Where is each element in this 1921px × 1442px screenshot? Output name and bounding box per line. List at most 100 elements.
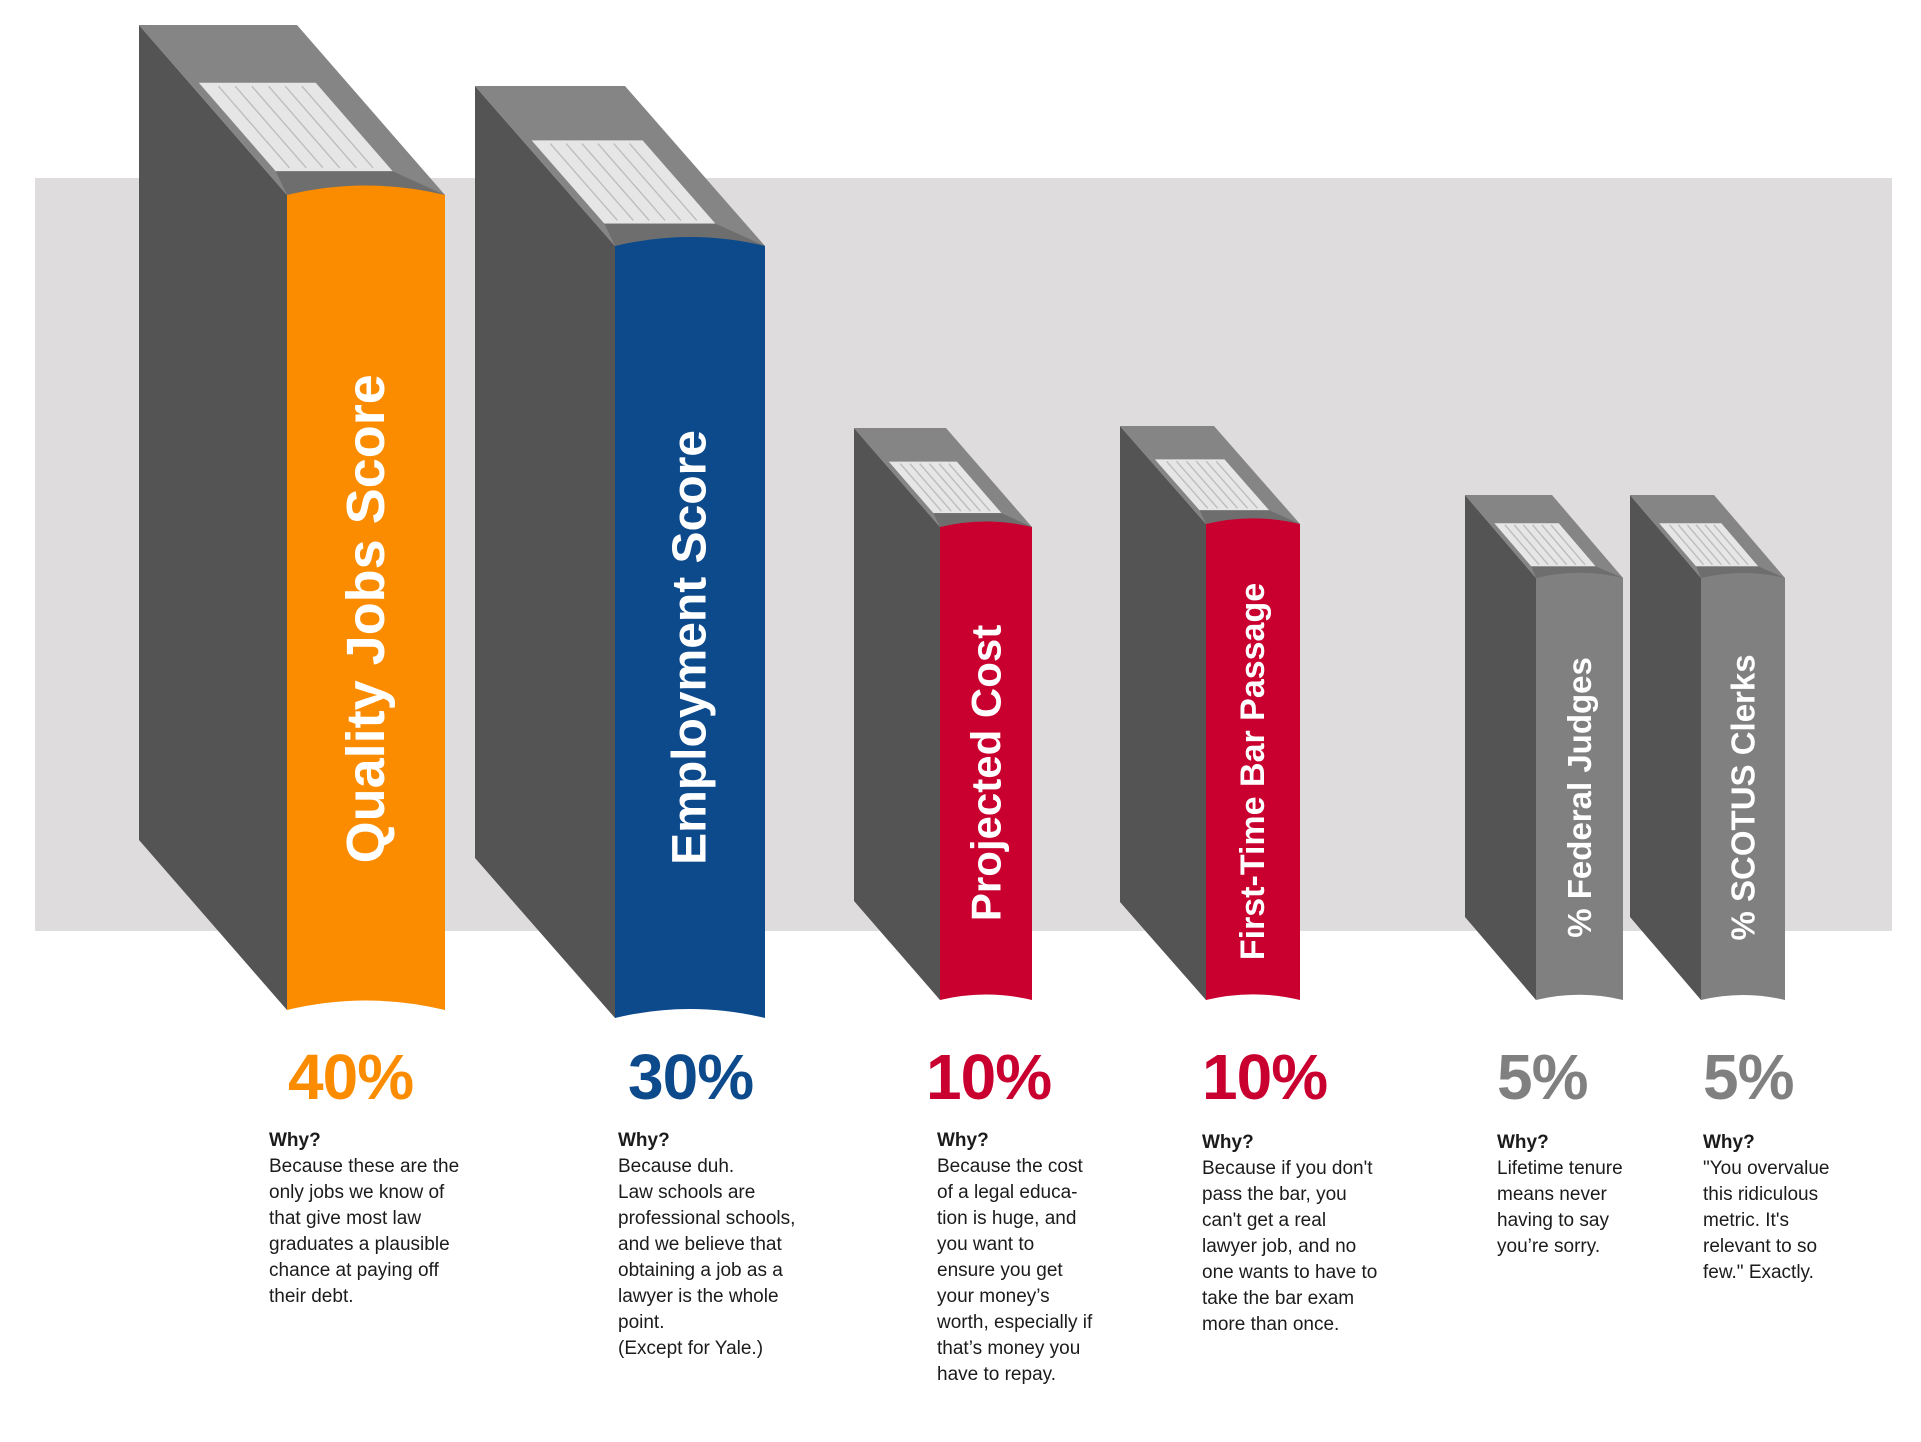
book-page-line <box>1713 524 1749 566</box>
book-page-line <box>234 85 307 169</box>
why-text-line: take the bar exam <box>1202 1288 1355 1309</box>
book-4: First-Time Bar Passage <box>1120 426 1300 1000</box>
why-block: Why? Because these are the only jobs we kn… <box>269 1128 459 1310</box>
book-page-line <box>597 143 666 221</box>
book-page-line <box>1668 524 1705 566</box>
why-text-line: few." Exactly. <box>1703 1262 1814 1283</box>
book-cover-face <box>854 428 940 1000</box>
book-page-line <box>549 143 618 221</box>
why-text-line: obtaining a job as a <box>618 1260 783 1281</box>
book-page-line <box>613 143 682 221</box>
why-block: Why? Because the cost of a legal educa-tio… <box>937 1128 1092 1388</box>
why-text-line: Because if you don't <box>1202 1158 1373 1179</box>
why-text-line: (Except for Yale.) <box>618 1338 764 1359</box>
why-text-line: you’re sorry. <box>1497 1236 1601 1257</box>
book-page-line <box>1686 524 1722 566</box>
spine-label: % Federal Judges <box>1561 657 1598 938</box>
why-text-line: you want to <box>937 1234 1035 1255</box>
why-text-line: have to repay. <box>937 1364 1057 1385</box>
book-6: % SCOTUS Clerks <box>1630 495 1785 1000</box>
spine-label: Quality Jobs Score <box>336 374 396 863</box>
why-text-line: your money’s <box>937 1286 1050 1307</box>
book-page-line <box>581 143 650 221</box>
book-page-line <box>251 85 324 169</box>
book-page-line <box>928 463 972 512</box>
book-pages <box>531 140 716 224</box>
why-text-line: having to say <box>1497 1210 1609 1231</box>
why-text-line: Lifetime tenure <box>1497 1158 1623 1179</box>
why-text-line: metric. It's <box>1703 1210 1789 1231</box>
book-page-line <box>284 85 357 169</box>
book-cover-face <box>139 25 287 1010</box>
book-page-line <box>1550 524 1586 566</box>
book-page-line <box>1541 524 1577 566</box>
book-pages <box>1659 523 1759 567</box>
why-block: Why? Because if you don't pass the bar, yo… <box>1202 1130 1377 1338</box>
why-heading: Why? <box>269 1130 321 1151</box>
book-cover-face <box>1630 495 1701 1000</box>
why-block: Why? Because duh. Law schools are professio… <box>618 1128 795 1362</box>
book-page-line <box>1205 460 1249 509</box>
book-2: Employment Score <box>475 86 765 1018</box>
why-text-line: Because these are the <box>269 1156 460 1177</box>
percent-value: 30% <box>628 1041 754 1113</box>
book-page-line <box>217 85 291 169</box>
percent-value: 10% <box>1202 1041 1328 1113</box>
book-spine <box>615 237 765 1018</box>
why-text-line: lawyer job, and no <box>1202 1236 1357 1257</box>
why-text-line: graduates a plausible <box>269 1234 450 1255</box>
book-page-line <box>899 463 943 512</box>
why-text-line: that’s money you <box>937 1338 1081 1359</box>
book-page-line <box>1522 524 1558 566</box>
why-text-line: ensure you get <box>937 1260 1063 1281</box>
why-text-line: only jobs we know of <box>269 1182 445 1203</box>
why-text-line: worth, especially if <box>937 1312 1093 1333</box>
book-spine <box>1206 518 1300 1000</box>
book-cover-face <box>475 86 615 1018</box>
percent-value: 40% <box>288 1041 414 1113</box>
why-text-line: their debt. <box>269 1286 354 1307</box>
percent-value: 10% <box>926 1041 1052 1113</box>
why-text-line: one wants to have to <box>1202 1262 1378 1283</box>
book-cover-face <box>1465 495 1536 1000</box>
book-pages <box>198 82 393 172</box>
book-cover-face <box>1120 426 1206 1000</box>
why-text-line: Because the cost <box>937 1156 1083 1177</box>
why-text-line: point. <box>618 1312 665 1333</box>
why-block: Why? "You overvalue this ridiculous metric.… <box>1703 1130 1829 1286</box>
book-page-line <box>629 143 698 221</box>
book-spine <box>940 521 1032 1000</box>
book-page-line <box>1513 524 1549 566</box>
book-page-line <box>938 463 981 512</box>
why-text-line: pass the bar, you <box>1202 1184 1347 1205</box>
book-page-line <box>1504 524 1540 566</box>
why-text-line: and we believe that <box>618 1234 782 1255</box>
book-page-line <box>1215 460 1259 509</box>
why-text-line: tion is huge, and <box>937 1208 1077 1229</box>
book-5: % Federal Judges <box>1465 495 1623 1000</box>
book-page-line <box>1175 460 1219 509</box>
why-text-line: can't get a real <box>1202 1210 1327 1231</box>
spine-label: Employment Score <box>664 430 717 865</box>
book-1: Quality Jobs Score <box>139 25 445 1010</box>
book-page-line <box>1695 524 1731 566</box>
why-text-line: of a legal educa- <box>937 1182 1078 1203</box>
why-heading: Why? <box>1202 1132 1254 1153</box>
percent-value: 5% <box>1703 1041 1794 1113</box>
why-text-line: more than once. <box>1202 1314 1340 1335</box>
why-text-line: "You overvalue <box>1703 1158 1830 1179</box>
book-spine <box>287 185 445 1010</box>
book-page-line <box>565 143 634 221</box>
book-spine <box>1701 572 1785 1000</box>
book-page-line <box>1166 460 1209 509</box>
book-pages <box>888 461 1002 514</box>
book-3: Projected Cost <box>854 428 1032 1000</box>
why-text-line: this ridiculous <box>1703 1184 1819 1205</box>
spine-label: % SCOTUS Clerks <box>1725 654 1762 940</box>
why-heading: Why? <box>1497 1132 1549 1153</box>
book-pages <box>1494 523 1596 567</box>
book-spine <box>1536 572 1623 1000</box>
why-text-line: Because duh. <box>618 1156 735 1177</box>
book-page-line <box>948 463 991 512</box>
